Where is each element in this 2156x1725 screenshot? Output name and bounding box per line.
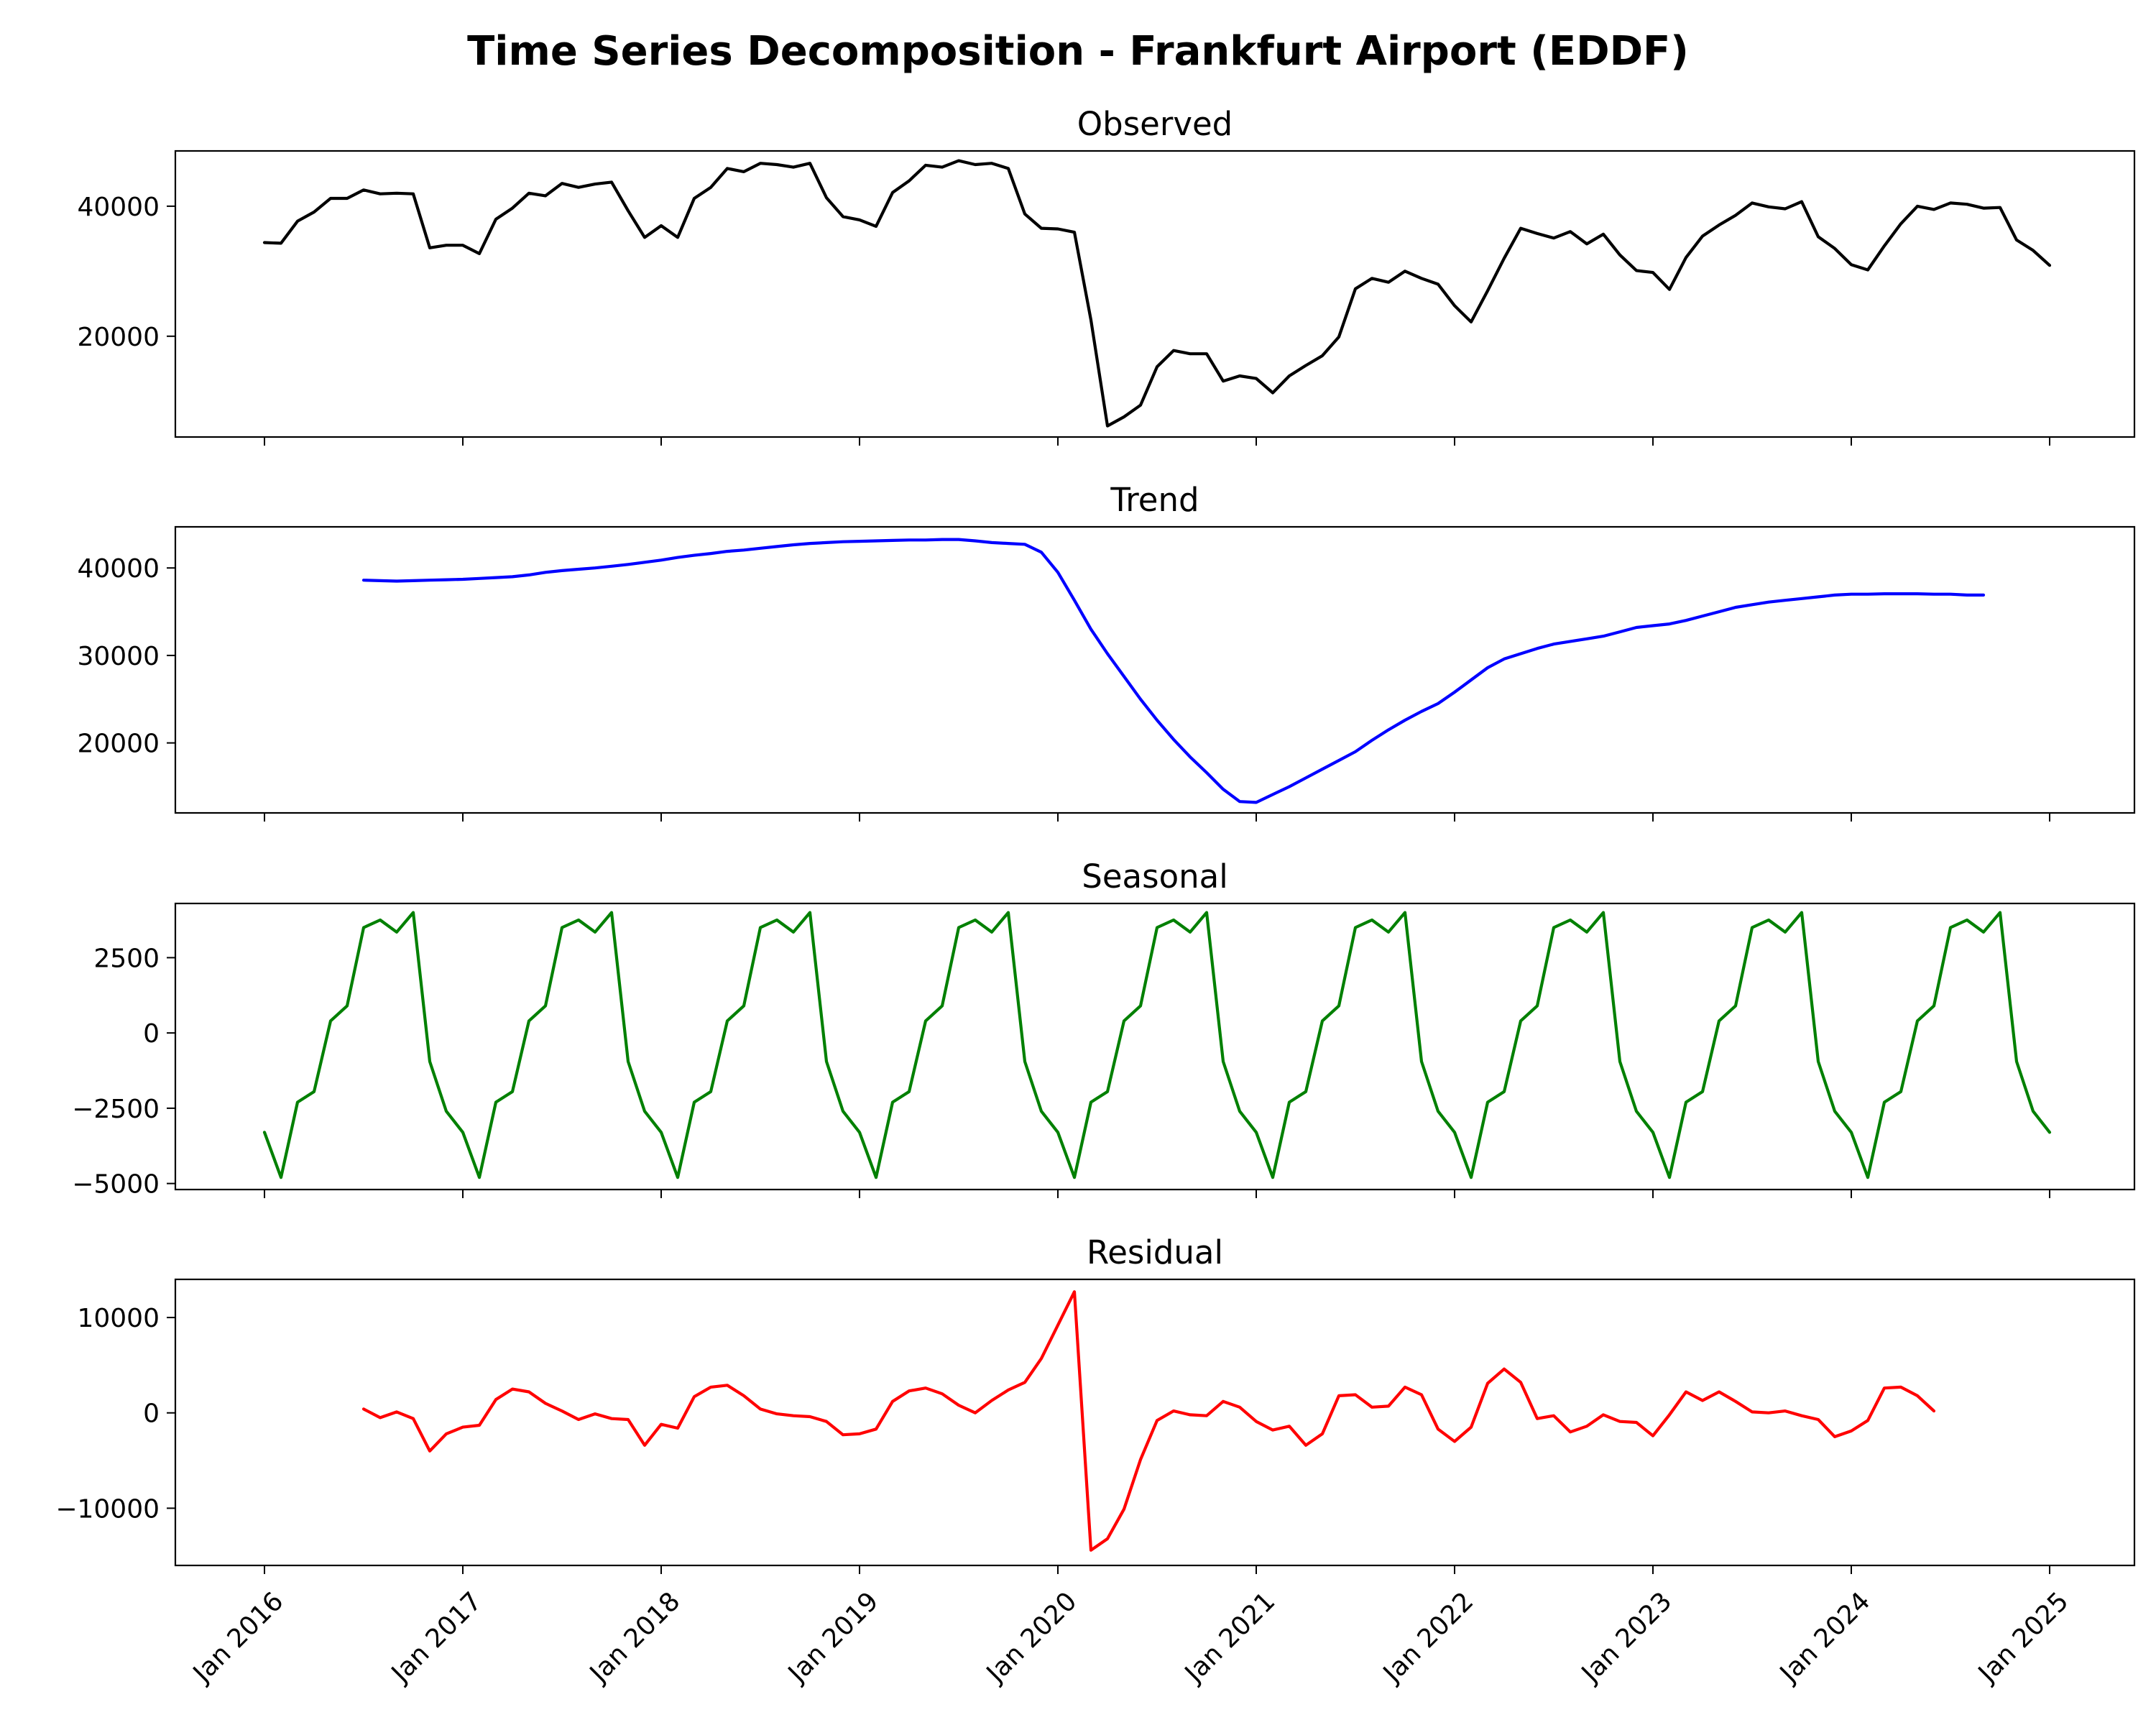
residual-series-line (361, 1290, 1936, 1552)
residual-title: Residual (1087, 1233, 1223, 1271)
seasonal-series-line (262, 911, 2052, 1179)
trend-axes-frame (174, 525, 2136, 814)
observed-ytick-label: 40000 (77, 193, 160, 222)
seasonal-ytick-label: −2500 (72, 1095, 160, 1124)
seasonal-title: Seasonal (1082, 857, 1227, 896)
trend-title: Trend (1110, 481, 1199, 519)
observed-panel: Observed 20000 40000 (77, 105, 2136, 446)
trend-series-line (361, 538, 1986, 804)
observed-ytick-label: 20000 (77, 323, 160, 352)
seasonal-ytick-label: −5000 (72, 1170, 160, 1200)
seasonal-panel: Seasonal −5000 −2500 0 2500 (72, 857, 2136, 1200)
trend-ytick-label: 30000 (77, 642, 160, 671)
trend-ytick-label: 20000 (77, 730, 160, 759)
residual-ytick-label: −10000 (55, 1494, 160, 1524)
observed-title: Observed (1077, 105, 1233, 143)
residual-ytick-label: 10000 (77, 1304, 160, 1333)
trend-panel: Trend 20000 30000 40000 (77, 481, 2136, 822)
residual-axes-frame (174, 1278, 2136, 1567)
figure-title: Time Series Decomposition - Frankfurt Ai… (467, 28, 1689, 75)
trend-ytick-label: 40000 (77, 554, 160, 584)
residual-ytick-label: 0 (143, 1399, 160, 1429)
observed-axes-frame (174, 150, 2136, 438)
seasonal-ytick-label: 0 (143, 1019, 160, 1049)
seasonal-axes-frame (174, 902, 2136, 1191)
observed-series-line (262, 159, 2052, 428)
seasonal-ytick-label: 2500 (93, 944, 160, 973)
